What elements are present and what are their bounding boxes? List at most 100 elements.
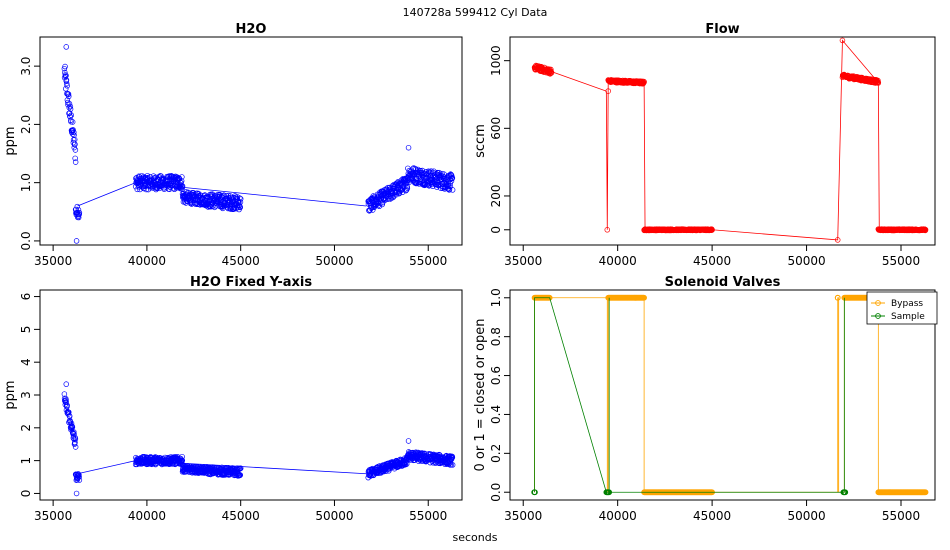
panel-title: H2O Fixed Y-axis — [190, 275, 312, 290]
data-point — [179, 174, 185, 180]
data-point — [237, 196, 244, 202]
data-point — [64, 402, 70, 409]
data-point — [390, 194, 396, 201]
y-tick-label: 200 — [489, 185, 503, 208]
data-point — [73, 490, 80, 497]
data-point — [65, 409, 72, 415]
y-tick-label: 0 — [489, 226, 503, 234]
x-tick-label: 40000 — [128, 254, 166, 268]
data-point — [449, 175, 456, 181]
data-point — [67, 419, 74, 425]
data-point — [65, 99, 71, 106]
x-tick-label: 40000 — [599, 509, 637, 523]
data-point — [179, 453, 185, 460]
legend-label-bypass: Bypass — [891, 299, 923, 309]
data-point — [70, 127, 76, 133]
y-tick-label: 0.6 — [489, 366, 503, 385]
panel-flow: Flow sccm 35000 40000 45000 50000 55000 0 200 600… — [473, 22, 936, 268]
x-tick-label: 55000 — [409, 509, 447, 523]
legend-marker-sample — [875, 313, 881, 319]
y-tick-label: 3 — [19, 391, 33, 399]
data-point — [74, 203, 81, 210]
x-tick-label: 55000 — [882, 254, 920, 268]
data-point — [73, 238, 80, 244]
y-tick-label: 1.0 — [19, 173, 33, 192]
y-tick-label: 5 — [19, 326, 33, 334]
data-point — [63, 80, 70, 87]
data-point — [237, 199, 244, 205]
data-point — [237, 466, 243, 472]
y-tick-label: 1 — [19, 457, 33, 465]
plot-frame — [509, 289, 936, 501]
data-point — [382, 197, 388, 203]
y-tick-label: 6 — [19, 293, 33, 301]
data-point — [62, 72, 69, 78]
data-point — [405, 438, 412, 444]
data-point — [150, 185, 156, 191]
y-tick-label: 0.8 — [489, 327, 503, 346]
y-tick-label: 600 — [489, 117, 503, 140]
data-point — [446, 186, 453, 193]
data-point — [62, 63, 68, 70]
plot-frame — [39, 36, 463, 246]
data-point — [72, 444, 79, 450]
data-point — [68, 420, 75, 427]
data-point — [142, 183, 149, 190]
x-tick-label: 35000 — [34, 254, 72, 268]
panel-solenoid-valves: Solenoid Valves 0 or 1 = closed or open 35… — [473, 275, 938, 523]
x-tick-label: 55000 — [882, 509, 920, 523]
series-line-bypass — [534, 297, 926, 493]
data-point — [67, 113, 73, 120]
data-point — [874, 79, 881, 86]
data-point — [71, 431, 77, 437]
series-line — [551, 39, 880, 241]
x-tick-label: 45000 — [222, 509, 260, 523]
data-point — [69, 119, 76, 125]
data-point — [68, 423, 75, 429]
data-point — [641, 79, 647, 85]
data-point — [63, 381, 70, 387]
x-tick-label: 50000 — [315, 509, 353, 523]
data-point — [64, 90, 71, 97]
data-point — [449, 462, 456, 468]
x-tick-label: 55000 — [409, 254, 447, 268]
data-point — [399, 186, 406, 193]
data-point — [548, 66, 554, 73]
x-tick-label: 50000 — [787, 254, 825, 268]
data-point — [875, 80, 882, 86]
y-tick-label: 2 — [19, 424, 33, 432]
y-axis-label: ppm — [3, 126, 18, 155]
y-axis-label: ppm — [3, 380, 18, 409]
data-point — [376, 203, 383, 210]
data-point — [62, 69, 68, 76]
data-point — [178, 178, 185, 184]
x-tick-label: 50000 — [787, 509, 825, 523]
data-point — [63, 86, 69, 92]
data-point — [72, 155, 78, 162]
data-point — [922, 226, 929, 233]
x-tick-label: 45000 — [693, 254, 731, 268]
data-point — [426, 183, 432, 189]
data-point — [71, 129, 77, 136]
data-point-sample — [606, 489, 613, 496]
data-point — [439, 170, 445, 177]
data-point — [72, 141, 78, 148]
panel-h2o: H2O ppm 35000 40000 45000 50000 55000 0.0 1.0 2.0… — [3, 22, 463, 268]
x-tick-label: 40000 — [128, 509, 166, 523]
data-point — [404, 185, 411, 191]
figure-title: 140728a 599412 Cyl Data — [403, 6, 548, 19]
x-tick-label: 40000 — [599, 254, 637, 268]
y-tick-label: 3.0 — [19, 57, 33, 76]
legend-marker-bypass — [875, 300, 881, 306]
data-point — [179, 183, 186, 189]
x-tick-label: 35000 — [504, 254, 542, 268]
data-point — [183, 189, 189, 195]
y-tick-label: 0.0 — [19, 231, 33, 250]
x-tick-label: 45000 — [222, 254, 260, 268]
data-point-bypass — [641, 294, 647, 301]
plot-frame — [509, 36, 936, 246]
data-point-sample — [532, 489, 538, 496]
data-point — [419, 169, 425, 176]
data-point — [76, 474, 82, 480]
